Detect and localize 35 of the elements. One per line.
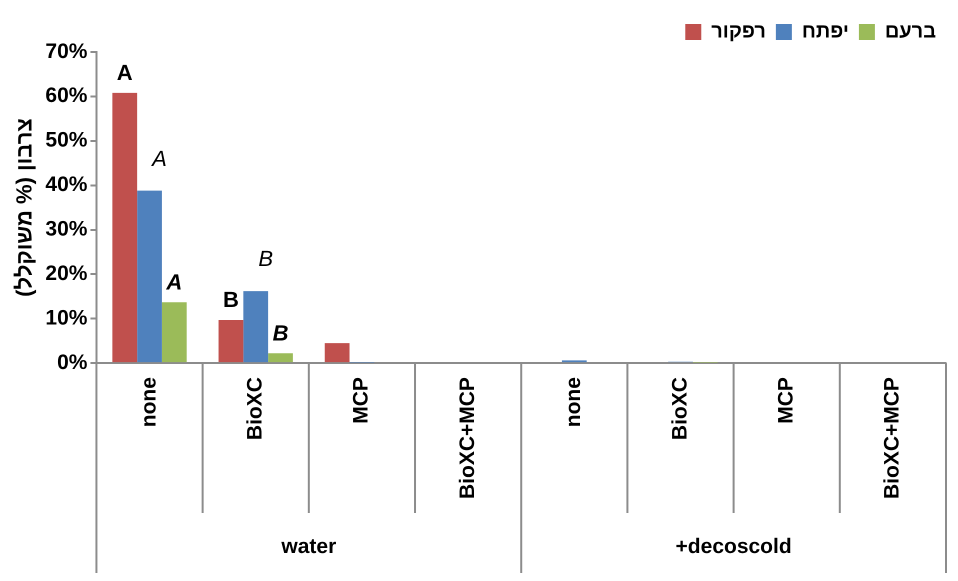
bar bbox=[162, 302, 187, 362]
bar bbox=[112, 92, 138, 362]
bar bbox=[324, 343, 350, 362]
bar bbox=[137, 190, 162, 362]
y-tick-label: 50% bbox=[45, 128, 88, 152]
bar bbox=[218, 320, 244, 362]
annotation: A bbox=[150, 146, 167, 171]
annotation: B bbox=[258, 246, 274, 272]
x-tick-label: MCP bbox=[774, 377, 798, 424]
y-tick-label: 70% bbox=[45, 40, 88, 63]
y-tick-label: 30% bbox=[45, 218, 88, 241]
text: +decoscold bbox=[676, 534, 792, 558]
bar bbox=[268, 353, 293, 362]
y-tick-label: 0% bbox=[57, 350, 88, 374]
x-tick-label: BioXC bbox=[668, 377, 692, 440]
annotation: A bbox=[116, 60, 133, 85]
y-tick-label: 20% bbox=[45, 262, 88, 285]
y-axis-title: צרבון (% משוקלל) bbox=[11, 118, 36, 297]
x-tick-label: none bbox=[562, 377, 586, 428]
x-tick-label: BioXC+MCP bbox=[456, 377, 479, 500]
x-tick-label: MCP bbox=[350, 377, 373, 424]
x-tick-label: BioXC+MCP bbox=[880, 377, 904, 500]
x-tick-label: BioXC bbox=[244, 377, 267, 440]
annotation: A bbox=[165, 269, 182, 294]
text: water bbox=[280, 534, 336, 558]
legend-label: רפקור bbox=[711, 20, 766, 43]
y-tick-label: 60% bbox=[45, 84, 88, 108]
legend-label: יפתח bbox=[802, 20, 849, 43]
y-tick-label: 40% bbox=[45, 173, 88, 196]
y-tick-label: 10% bbox=[45, 306, 88, 330]
annotation: B bbox=[223, 287, 239, 312]
legend-label: ברעם bbox=[884, 20, 936, 43]
annotation: B bbox=[272, 320, 289, 346]
x-tick-label: none bbox=[137, 377, 160, 428]
bar bbox=[243, 291, 268, 362]
